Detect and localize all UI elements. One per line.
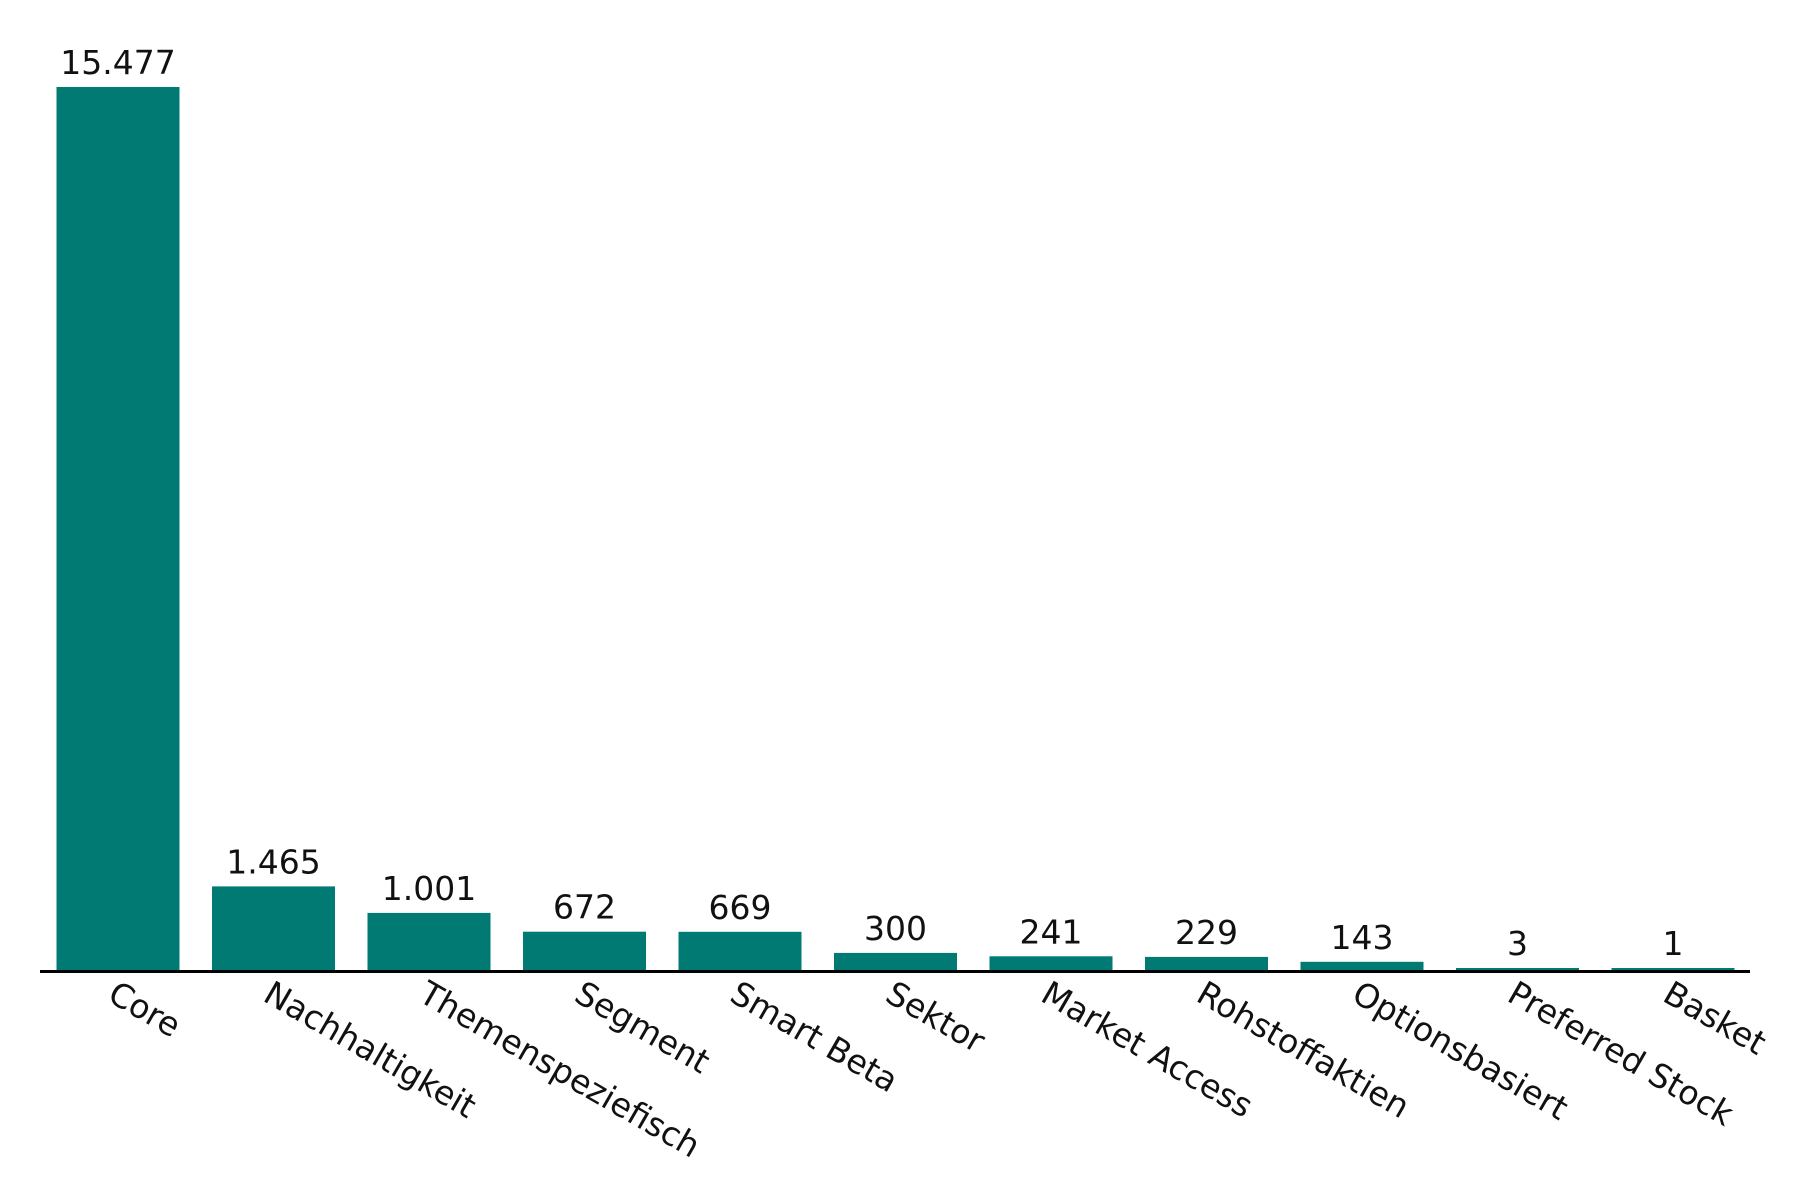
data-label: 229 bbox=[1175, 913, 1238, 952]
x-tick-label: Sektor bbox=[880, 973, 993, 1061]
data-label: 3 bbox=[1507, 924, 1528, 963]
data-label: 669 bbox=[709, 888, 772, 927]
bar-rohstoffaktien bbox=[1145, 956, 1268, 970]
x-tick-label: Basket bbox=[1657, 973, 1773, 1062]
data-label: 143 bbox=[1331, 918, 1394, 957]
bars-layer bbox=[56, 87, 1735, 970]
bar-market-access bbox=[989, 956, 1113, 970]
bar-smart-beta bbox=[678, 931, 802, 970]
x-tick-label: Themenspeziefisch bbox=[412, 973, 707, 1166]
bar-sektor bbox=[834, 952, 957, 970]
value-labels-layer: 15.477 1.465 1.001 672 669 300 241 229 143 3 1 bbox=[60, 43, 1683, 963]
bar-preferred-stock bbox=[1456, 968, 1579, 970]
data-label: 1.001 bbox=[382, 869, 476, 908]
bar-segment bbox=[523, 931, 646, 970]
bar-optionsbasiert bbox=[1300, 961, 1424, 970]
data-label: 672 bbox=[553, 888, 616, 927]
data-label: 300 bbox=[864, 909, 927, 948]
bar-themenspeziefisch bbox=[367, 912, 491, 970]
data-label: 241 bbox=[1020, 912, 1083, 951]
x-tick-label: Core bbox=[102, 973, 188, 1045]
data-label: 1.465 bbox=[226, 842, 320, 881]
bar-basket bbox=[1611, 968, 1735, 970]
data-label: 1 bbox=[1663, 924, 1684, 963]
x-tick-label: Smart Beta bbox=[724, 973, 905, 1100]
bar-core bbox=[56, 87, 180, 970]
data-label: 15.477 bbox=[60, 43, 175, 82]
bar-nachhaltigkeit bbox=[212, 886, 335, 970]
tick-labels-layer: Core NachhaltigkeitThemenspeziefischSegme… bbox=[102, 973, 1773, 1166]
